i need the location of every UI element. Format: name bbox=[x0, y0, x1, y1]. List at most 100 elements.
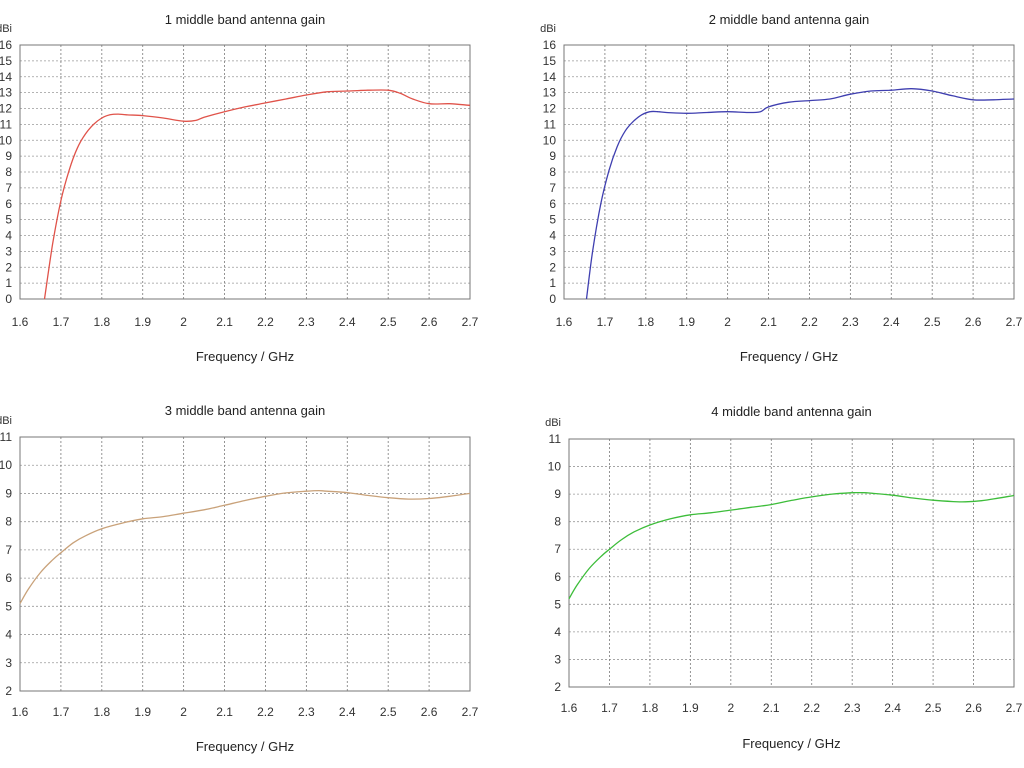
chart-4-xtick-label: 2.2 bbox=[803, 701, 820, 715]
chart-2-ytick-label: 12 bbox=[543, 102, 557, 116]
chart-3-xtick-label: 2.5 bbox=[380, 705, 397, 719]
chart-4-plot-frame bbox=[568, 438, 1015, 688]
chart-2-xtick-label: 1.6 bbox=[556, 315, 573, 329]
chart-4-xtick-label: 1.6 bbox=[561, 701, 578, 715]
chart-1-xtick-label: 2.2 bbox=[257, 315, 274, 329]
chart-1-ytick-label: 5 bbox=[5, 213, 12, 227]
chart-2-ytick-label: 14 bbox=[543, 70, 557, 84]
chart-1-plot-frame bbox=[19, 44, 471, 300]
chart-4-xtick-label: 1.8 bbox=[642, 701, 659, 715]
chart-2-xtick-label: 2.1 bbox=[760, 315, 777, 329]
chart-1-xtick-label: 2 bbox=[180, 315, 187, 329]
chart-2-ytick-label: 2 bbox=[549, 260, 556, 274]
chart-4-y-unit: dBi bbox=[545, 417, 561, 429]
chart-1-xtick-label: 1.6 bbox=[12, 315, 29, 329]
chart-3-xtick-label: 2.2 bbox=[257, 705, 274, 719]
chart-3-ytick-label: 2 bbox=[5, 684, 12, 698]
chart-1-ytick-label: 13 bbox=[0, 86, 12, 100]
chart-4-xtick-label: 2.7 bbox=[1006, 701, 1023, 715]
chart-2-xtick-label: 1.8 bbox=[637, 315, 654, 329]
chart-1-xtick-label: 1.9 bbox=[134, 315, 151, 329]
chart-4-xtick-label: 2.4 bbox=[884, 701, 901, 715]
chart-4-ytick-label: 8 bbox=[554, 515, 561, 529]
chart-4-ytick-label: 5 bbox=[554, 597, 561, 611]
chart-4-ytick-label: 6 bbox=[554, 570, 561, 584]
chart-panel-2: 0 1 2 3 4 5 6 7 8 9 10 11 12 13 14 15 16 1.6 1.7 1.8 1.9 2 2.1… bbox=[512, 0, 1024, 384]
chart-3-ytick-label: 3 bbox=[5, 656, 12, 670]
chart-2-ytick-label: 10 bbox=[543, 133, 557, 147]
chart-1-series-line bbox=[43, 89, 471, 300]
chart-1-x-axis-label: Frequency / GHz bbox=[196, 349, 294, 364]
chart-3: 2 3 4 5 6 7 8 9 10 11 1.6 1.7 1.8 1.9 2 2.1 2.2 2.3 2.4 2.5… bbox=[0, 403, 479, 754]
chart-3-x-axis-label: Frequency / GHz bbox=[196, 739, 294, 754]
chart-3-xtick-label: 1.8 bbox=[93, 705, 110, 719]
chart-2-xtick-label: 2.2 bbox=[801, 315, 818, 329]
chart-2-title: 2 middle band antenna gain bbox=[709, 12, 869, 27]
chart-2-xtick-label: 2.5 bbox=[924, 315, 941, 329]
chart-4-xtick-label: 2 bbox=[727, 701, 734, 715]
chart-3-xtick-label: 1.7 bbox=[53, 705, 70, 719]
chart-1-ytick-label: 1 bbox=[5, 276, 12, 290]
chart-4-ytick-label: 2 bbox=[554, 680, 561, 694]
chart-3-xtick-label: 2.1 bbox=[216, 705, 233, 719]
chart-2-xtick-label: 2.3 bbox=[842, 315, 859, 329]
chart-3-ytick-label: 10 bbox=[0, 458, 12, 472]
chart-4-title: 4 middle band antenna gain bbox=[711, 404, 871, 419]
chart-1-ytick-label: 12 bbox=[0, 102, 12, 116]
chart-2-ytick-label: 13 bbox=[543, 86, 557, 100]
chart-2-ytick-label: 5 bbox=[549, 213, 556, 227]
chart-1-xtick-label: 2.1 bbox=[216, 315, 233, 329]
chart-4-ytick-label: 11 bbox=[549, 432, 562, 446]
chart-1-ytick-label: 15 bbox=[0, 54, 12, 68]
chart-3-ytick-label: 11 bbox=[0, 430, 12, 444]
chart-4-ytick-label: 9 bbox=[554, 487, 561, 501]
chart-2-xtick-label: 2 bbox=[724, 315, 731, 329]
chart-3-xtick-label: 2.7 bbox=[462, 705, 479, 719]
chart-2-xtick-label: 1.9 bbox=[678, 315, 695, 329]
chart-2-xtick-label: 2.6 bbox=[965, 315, 982, 329]
chart-3-ytick-label: 5 bbox=[5, 599, 12, 613]
chart-1-ytick-label: 9 bbox=[5, 149, 12, 163]
chart-4-ytick-label: 10 bbox=[548, 460, 562, 474]
chart-2-ytick-label: 0 bbox=[549, 292, 556, 306]
chart-3-xtick-label: 2.4 bbox=[339, 705, 356, 719]
chart-2-ytick-label: 7 bbox=[549, 181, 556, 195]
chart-4-xtick-label: 1.7 bbox=[601, 701, 618, 715]
chart-1-xtick-label: 2.4 bbox=[339, 315, 356, 329]
chart-3-ytick-label: 7 bbox=[5, 543, 12, 557]
chart-2-ytick-label: 1 bbox=[549, 276, 556, 290]
chart-1-ytick-label: 2 bbox=[5, 260, 12, 274]
chart-1-ytick-label: 11 bbox=[0, 117, 12, 131]
chart-2-ytick-label: 6 bbox=[549, 197, 556, 211]
chart-3-ytick-label: 6 bbox=[5, 571, 12, 585]
chart-2-xtick-label: 1.7 bbox=[597, 315, 614, 329]
chart-3-ytick-label: 8 bbox=[5, 515, 12, 529]
chart-4: 2 3 4 5 6 7 8 9 10 11 1.6 1.7 1.8 1.9 2 2.1 2.2 2.3 2.4 2.5… bbox=[545, 404, 1023, 751]
chart-4-xtick-label: 2.6 bbox=[965, 701, 982, 715]
chart-2-ytick-label: 3 bbox=[549, 244, 556, 258]
chart-2-plot-frame bbox=[563, 44, 1015, 300]
chart-4-xtick-label: 1.9 bbox=[682, 701, 699, 715]
chart-1-xtick-label: 1.7 bbox=[53, 315, 70, 329]
chart-1-ytick-label: 8 bbox=[5, 165, 12, 179]
chart-3-ytick-label: 4 bbox=[5, 628, 12, 642]
chart-1-xtick-label: 2.3 bbox=[298, 315, 315, 329]
chart-3-xtick-label: 2.6 bbox=[421, 705, 438, 719]
chart-1-ytick-label: 6 bbox=[5, 197, 12, 211]
chart-3-series-line bbox=[19, 489, 471, 604]
chart-4-x-axis-label: Frequency / GHz bbox=[742, 736, 840, 751]
chart-1-title: 1 middle band antenna gain bbox=[165, 12, 325, 27]
chart-2-ytick-label: 8 bbox=[549, 165, 556, 179]
chart-4-xtick-label: 2.5 bbox=[925, 701, 942, 715]
chart-4-ytick-label: 7 bbox=[554, 542, 561, 556]
chart-1-ytick-label: 3 bbox=[5, 244, 12, 258]
chart-4-xtick-label: 2.1 bbox=[763, 701, 780, 715]
chart-3-xtick-label: 2.3 bbox=[298, 705, 315, 719]
chart-2-ytick-label: 11 bbox=[544, 117, 557, 131]
chart-3-xtick-label: 1.9 bbox=[134, 705, 151, 719]
chart-2-xtick-label: 2.7 bbox=[1006, 315, 1023, 329]
chart-3-plot-frame bbox=[19, 436, 471, 692]
chart-1-ytick-label: 14 bbox=[0, 70, 12, 84]
chart-1-ytick-label: 7 bbox=[5, 181, 12, 195]
